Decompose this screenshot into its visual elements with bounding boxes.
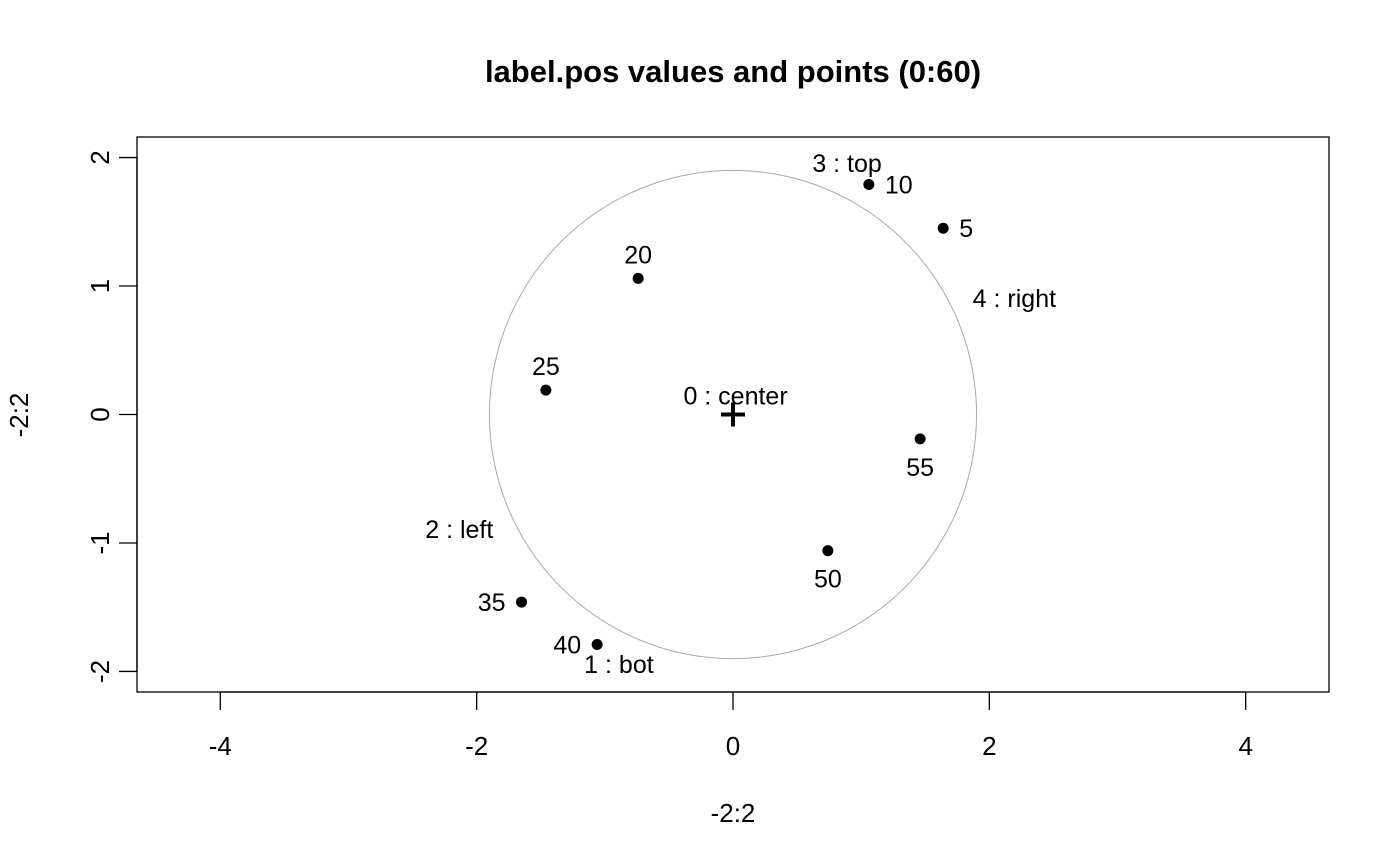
point-label: 20 (624, 241, 652, 269)
data-point (914, 433, 926, 445)
chart-title: label.pos values and points (0:60) (485, 54, 981, 89)
ellipse-layer (488, 169, 978, 660)
x-tick-label: -2 (465, 731, 488, 761)
point-label: 55 (906, 454, 934, 482)
annotation-layer: 0 : center 1 : bot 2 : left 3 : top 4 : righ… (425, 150, 1056, 679)
data-point (632, 272, 644, 284)
ellipse-curve (488, 169, 978, 660)
label-pos-annotation: 4 : right (973, 285, 1056, 313)
data-point (822, 545, 834, 557)
x-tick-label: 0 (726, 731, 740, 761)
y-tick-label: 2 (85, 150, 115, 164)
x-tick-label: -4 (209, 731, 232, 761)
marks-layer: 5 10 20 25 35 40 50 55 (478, 172, 973, 660)
label-pos-annotation: 2 : left (425, 516, 493, 544)
data-point (540, 384, 552, 396)
x-tick-label: 2 (982, 731, 996, 761)
x-axis: -4 -2 0 2 4 (209, 691, 1253, 761)
y-tick-label: 0 (85, 407, 115, 421)
data-point (937, 222, 949, 234)
point-label: 40 (553, 631, 581, 659)
point-label: 50 (814, 566, 842, 594)
data-point (591, 638, 603, 650)
y-tick-label: 1 (85, 279, 115, 293)
x-tick-label: 4 (1238, 731, 1252, 761)
point-label: 35 (478, 589, 506, 617)
point-label: 10 (885, 172, 913, 200)
x-axis-label: -2:2 (711, 798, 756, 828)
data-point (863, 179, 875, 191)
point-label: 5 (959, 215, 973, 243)
label-pos-annotation: 3 : top (812, 150, 882, 178)
y-axis-label: -2:2 (4, 393, 34, 438)
y-tick-label: -1 (85, 531, 115, 554)
label-pos-annotation: 1 : bot (584, 651, 654, 679)
y-axis: -2 -1 0 1 2 (85, 150, 138, 683)
y-tick-label: -2 (85, 660, 115, 683)
data-point (516, 596, 528, 608)
point-label: 25 (532, 353, 560, 381)
label-pos-annotation: 0 : center (683, 383, 787, 411)
